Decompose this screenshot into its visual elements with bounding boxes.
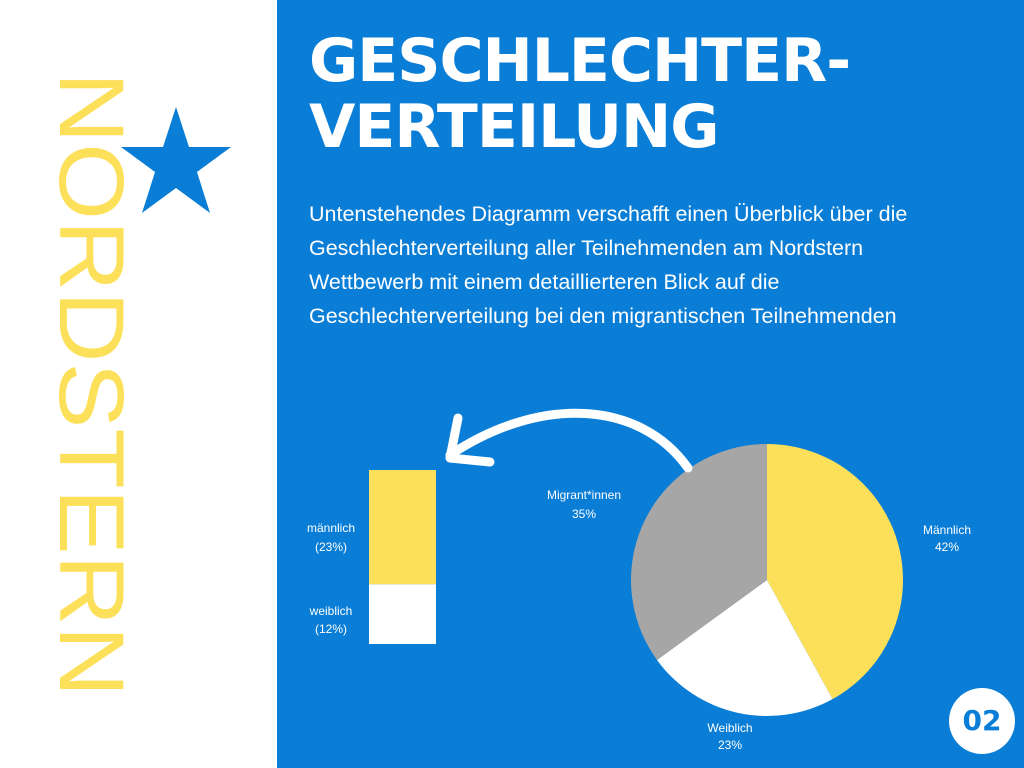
slice-label-value: 23%: [718, 738, 742, 752]
slice-label-value: 35%: [572, 507, 596, 521]
sidebar: NORDSTERN: [0, 0, 277, 768]
segment-label-name: männlich: [307, 521, 355, 535]
pie-slice-männlich: [767, 444, 904, 700]
title-line-1: GESCHLECHTER-: [309, 26, 851, 96]
star-icon: [118, 105, 234, 217]
slice-label-value: 42%: [935, 540, 959, 554]
bar-labels: männlich (23%) weiblich (12%): [307, 521, 355, 636]
pie-slice-weiblich: [656, 580, 833, 716]
pie-slice-migrant-innen: [631, 444, 767, 660]
slice-label-name: Weiblich: [707, 721, 752, 735]
slice-label-name: Migrant*innen: [547, 488, 621, 502]
page-number-badge: 02: [949, 688, 1015, 754]
segment-label-value: (12%): [315, 622, 347, 636]
bar-segment-männlich: [369, 470, 436, 585]
slice-label-name: Männlich: [923, 523, 971, 537]
segment-label-name: weiblich: [309, 604, 353, 618]
intro-text: Untenstehendes Diagramm verschafft einen…: [309, 202, 908, 328]
segment-label-value: (23%): [315, 540, 347, 554]
pie-chart: [631, 444, 904, 716]
brand-wordmark: NORDSTERN: [48, 72, 138, 697]
brand-name: NORDSTERN: [48, 72, 138, 697]
pie-labels: Männlich 42% Weiblich 23% Migrant*innen …: [547, 488, 971, 752]
title-line-2: VERTEILUNG: [309, 92, 719, 162]
page-title: GESCHLECHTER- VERTEILUNG: [309, 26, 851, 162]
breakdown-bar: [369, 470, 436, 644]
arrow-icon: [445, 408, 693, 473]
bar-segment-weiblich: [369, 584, 436, 644]
